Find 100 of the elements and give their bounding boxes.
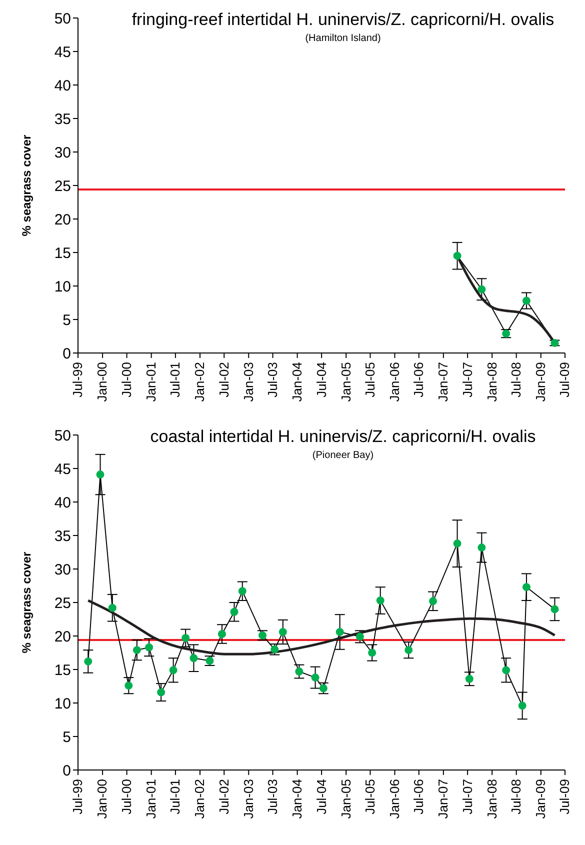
point [145,643,154,652]
text: (Hamilton Island) [304,33,382,44]
y-tick-label: 20 [54,211,71,228]
y-tick-label: 50 [54,10,71,28]
point [96,470,104,479]
y-tick-label: 45 [54,44,71,61]
x-tick-label: Jul-04 [314,362,329,398]
point [336,628,344,636]
x-tick-label: Jul-99 [70,362,86,398]
point [550,605,559,614]
x-tick-label: Jul-04 [314,779,329,814]
point [465,674,474,683]
point [108,604,116,612]
x-tick-label: Jul-05 [362,779,378,814]
x-tick-label: Jan-08 [484,779,500,819]
y-tick-label: 5 [62,312,71,329]
line-series [86,599,556,656]
x-tick-label: Jan-02 [192,362,208,402]
x-tick-label: Jan-01 [144,779,159,819]
x-tick-label: Jan-09 [533,362,548,402]
x-tick-label: Jan-06 [386,362,402,402]
x-tick-label: Jul-06 [411,779,426,814]
x-tick-label: Jan-00 [94,362,110,402]
point [356,632,364,641]
point [190,654,198,662]
x-tick-label: Jan-05 [338,779,354,819]
chart-title: coastal intertidal H. uninervis/Z. capricorni/H. ovalis [149,427,537,447]
point [295,668,304,676]
x-tick-label: Jan-04 [290,779,305,819]
point [453,540,462,548]
x-tick-label: Jan-02 [192,779,208,819]
point [478,544,486,552]
y-tick-label: 0 [62,762,71,780]
point [522,296,530,305]
x-tick-label: Jan-07 [436,362,451,402]
y-tick-label: 35 [54,528,71,545]
y-tick-label: 10 [54,695,71,712]
point [404,646,413,654]
point [132,646,141,654]
x-tick-label: Jul-08 [508,362,524,398]
y-tick-label: 20 [54,628,71,646]
x-tick-label: Jul-99 [70,779,86,814]
point [518,702,526,710]
point [169,666,178,674]
x-tick-label: Jul-02 [216,779,232,814]
point [368,648,376,657]
point [522,583,530,592]
point [478,285,486,294]
x-tick-label: Jan-09 [533,779,548,819]
point [429,597,438,606]
point [376,596,384,604]
point [502,666,510,674]
y-axis-title: % seagrass cover [19,551,34,654]
y-tick-label: 10 [54,278,71,296]
y-tick-label: 5 [62,728,71,746]
x-tick-label: Jan-08 [484,362,500,402]
y-tick-label: 15 [54,662,71,679]
y-tick-label: 25 [54,594,71,612]
point [453,252,462,260]
y-tick-label: 50 [54,427,71,444]
x-tick-label: Jul-08 [508,779,524,814]
y-tick-label: 45 [54,460,71,478]
y-tick-label: 30 [54,144,71,162]
point [182,634,190,642]
y-tick-label: 30 [54,561,71,578]
x-tick-label: Jan-01 [144,362,159,402]
point [157,688,166,696]
chart-title: fringing-reef intertidal H. uninervis/Z. capricorni/H. ovalis [130,10,556,30]
y-tick-label: 35 [54,110,71,128]
y-tick-label: 25 [54,178,71,195]
x-tick-label: Jan-07 [436,779,451,819]
x-tick-label: Jul-02 [216,362,232,398]
point [124,682,133,690]
x-tick-label: Jul-03 [265,779,280,814]
x-tick-label: Jul-00 [119,779,134,814]
point [218,630,226,638]
x-tick-label: Jan-00 [94,779,110,819]
x-tick-label: Jul-01 [168,362,183,398]
x-tick-label: Jul-09 [557,362,572,398]
y-tick-label: 40 [54,77,71,94]
y-tick-label: 0 [62,345,71,362]
y-tick-label: 15 [54,244,71,262]
text: (Pioneer Bay) [311,450,375,461]
x-tick-label: Jul-05 [362,362,378,398]
y-tick-label: 40 [54,494,71,512]
x-tick-label: Jan-03 [240,779,256,819]
point [311,674,320,682]
x-tick-label: Jul-07 [460,779,475,814]
x-tick-label: Jul-09 [557,779,572,814]
x-tick-label: Jul-06 [411,362,426,398]
point [230,608,238,616]
x-tick-label: Jul-07 [460,362,475,398]
y-axis-title: % seagrass cover [19,134,34,236]
x-tick-label: Jan-04 [290,362,305,402]
x-tick-label: Jul-01 [168,779,183,814]
x-tick-label: Jul-03 [265,362,280,398]
point [84,657,92,666]
x-tick-label: Jan-03 [240,362,256,402]
x-tick-label: Jul-00 [119,362,134,398]
point [238,587,246,596]
